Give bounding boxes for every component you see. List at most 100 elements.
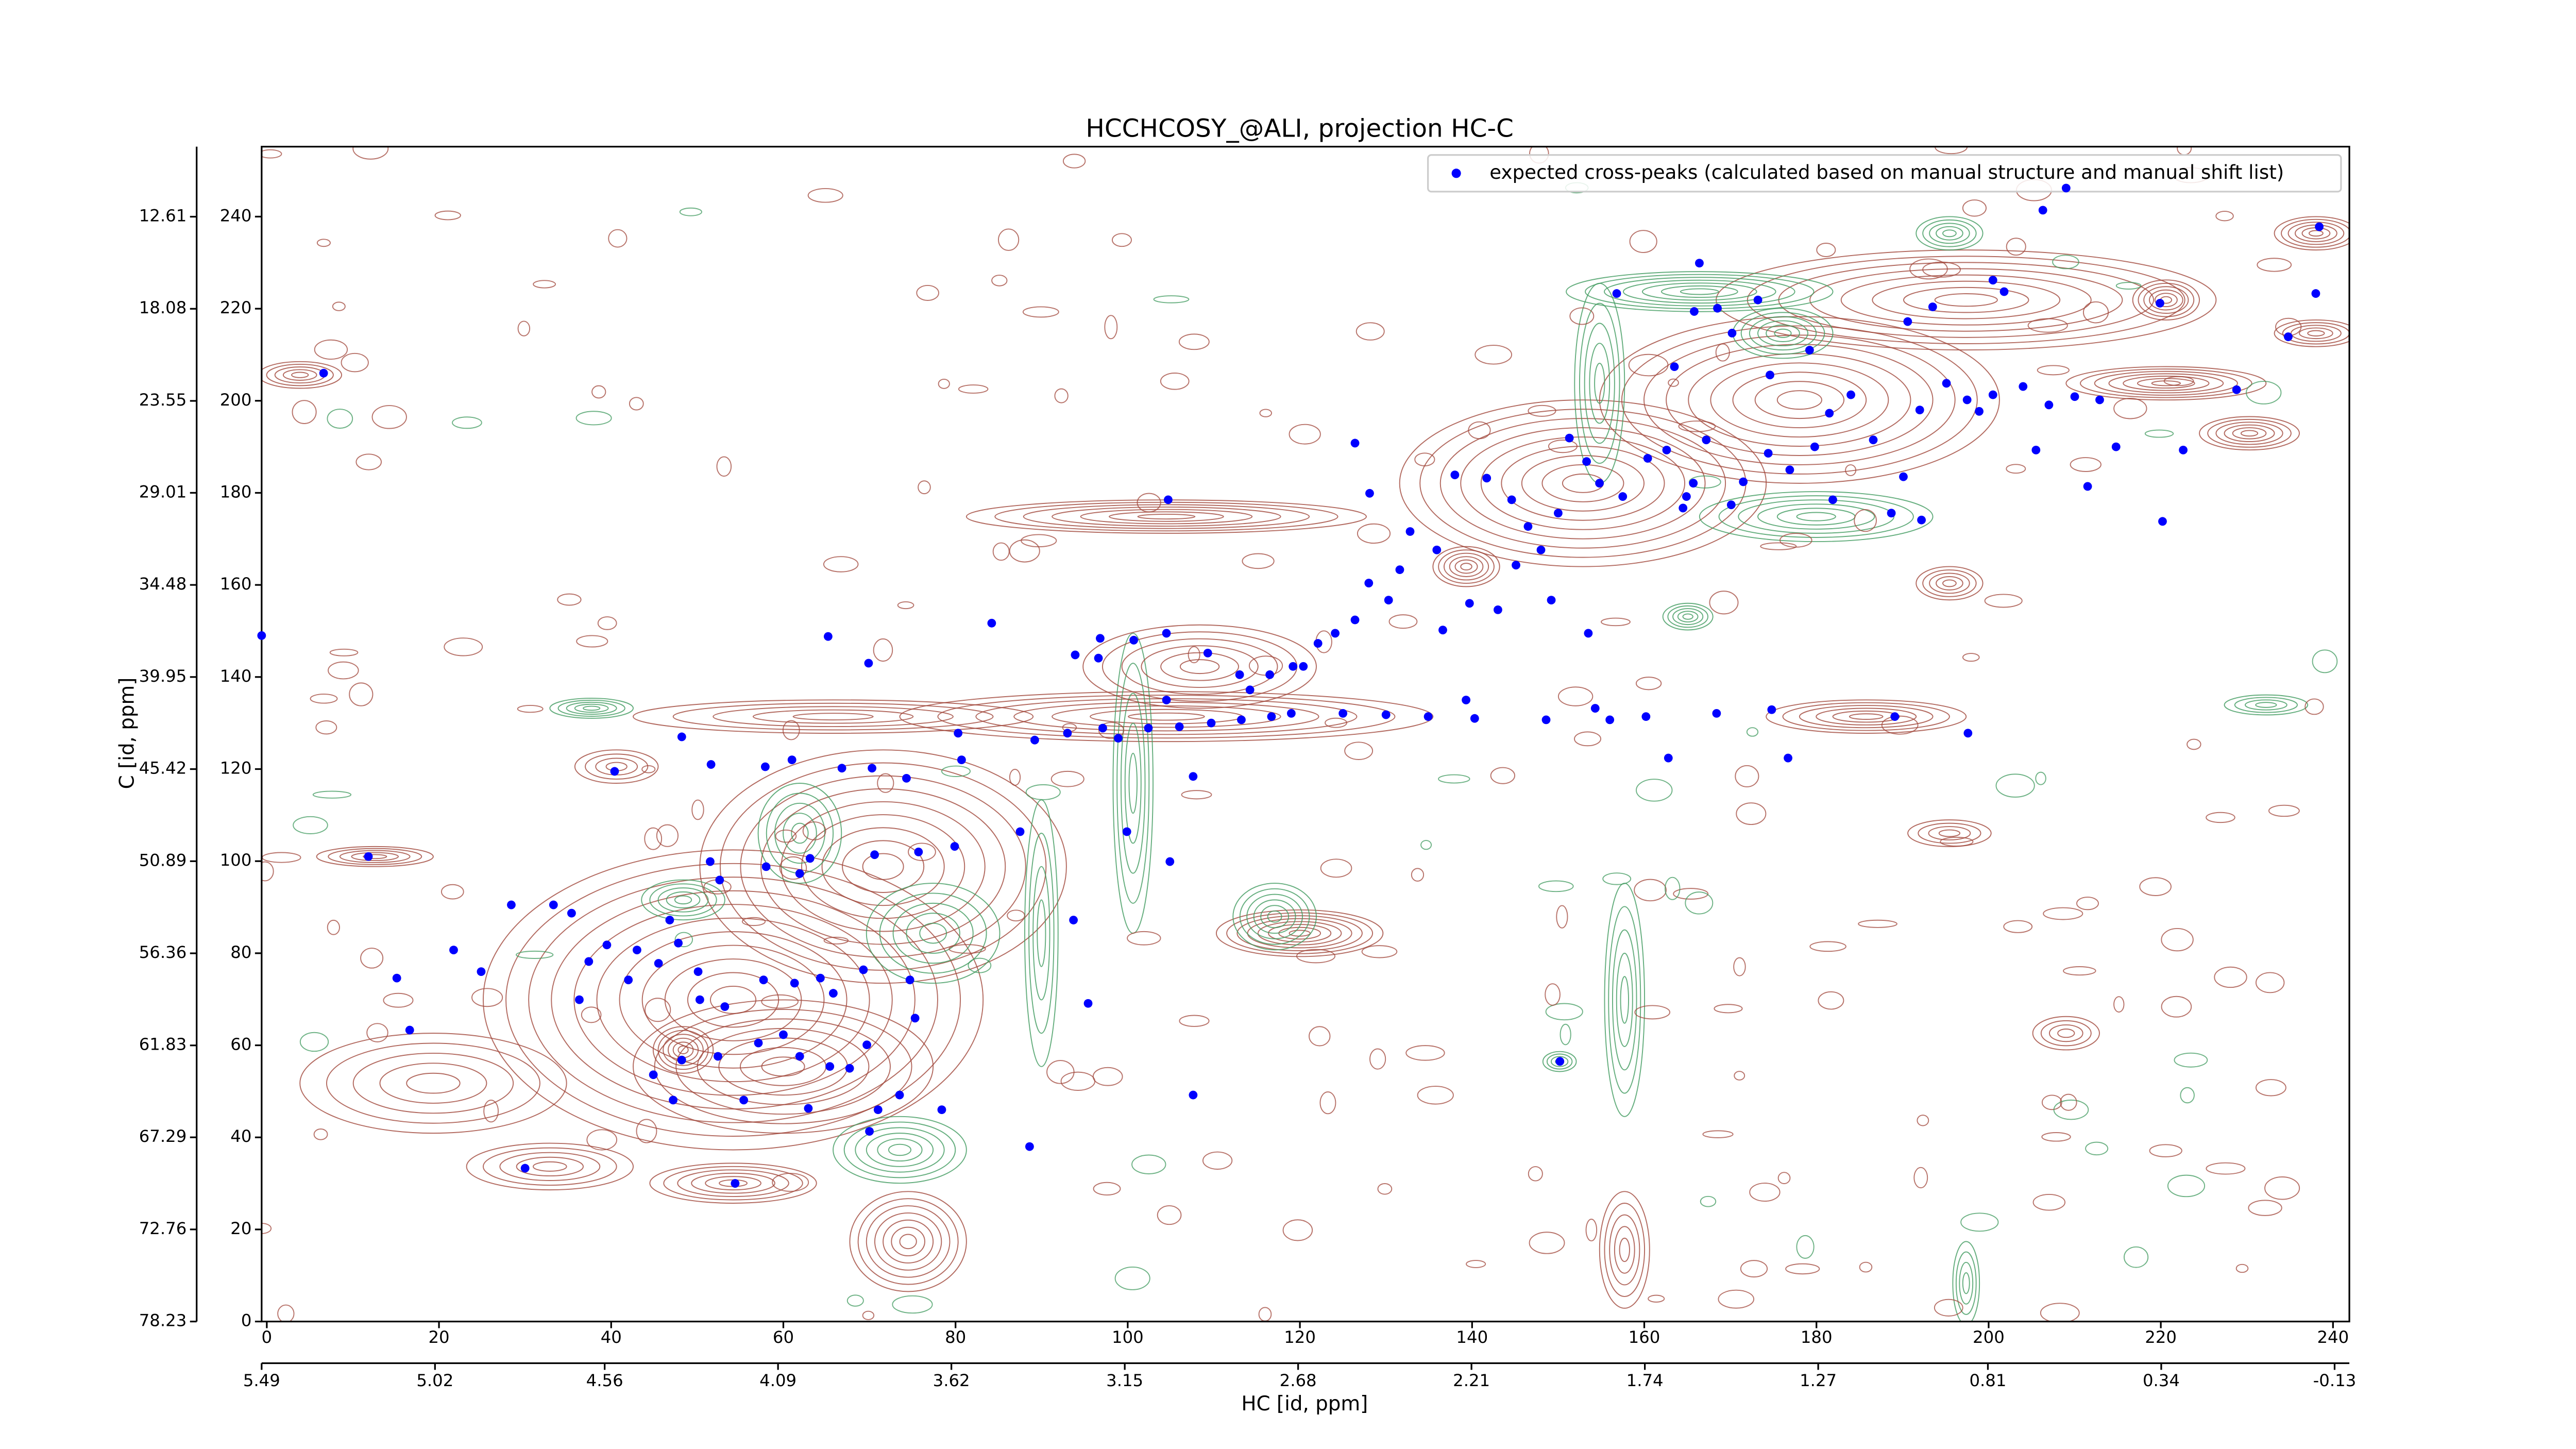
contour-line — [1929, 223, 1970, 244]
cross-peak — [2311, 289, 2320, 298]
contour-line — [1995, 773, 2035, 798]
cross-peak — [1129, 635, 1138, 645]
cross-peak — [870, 850, 879, 860]
x2-tick-label: 5.49 — [243, 1371, 280, 1390]
cross-peak — [2095, 395, 2104, 405]
contour-line — [654, 1008, 912, 1124]
cross-peak — [1689, 479, 1698, 488]
cross-peak — [795, 869, 804, 878]
contour-line — [1609, 1214, 1640, 1286]
contour-line — [1918, 822, 1981, 844]
contour-line — [1120, 693, 1146, 874]
contour-line — [1774, 328, 1792, 338]
contour-line — [1599, 1191, 1650, 1309]
contour-line — [1913, 1167, 1928, 1189]
contour-line — [1718, 495, 1914, 538]
contour-line — [326, 1042, 540, 1124]
cross-peak — [1162, 629, 1171, 638]
contour-line — [1052, 705, 1281, 728]
contour-line — [1320, 858, 1352, 878]
contour-line — [581, 1006, 602, 1023]
cross-peak — [2061, 183, 2071, 193]
contour-line — [1584, 323, 1615, 444]
cross-peak — [1727, 329, 1737, 338]
cross-peak — [1482, 474, 1492, 483]
cross-peak — [1869, 435, 1878, 445]
contour-line — [691, 799, 704, 820]
contour-line — [740, 775, 1026, 958]
cross-peak — [1069, 916, 1078, 924]
contour-line — [677, 1169, 789, 1198]
contour-line — [2032, 1016, 2100, 1051]
y-tick-label: 180 — [220, 482, 252, 501]
contour-line — [1594, 363, 1605, 404]
contour-line — [2123, 375, 2210, 391]
contour-line — [1080, 509, 1253, 525]
cross-peak — [1438, 626, 1447, 635]
cross-peak — [902, 773, 911, 783]
contour-line — [1268, 924, 1332, 943]
cross-peak — [790, 979, 799, 988]
cross-peak — [954, 729, 963, 738]
contour-line — [1109, 511, 1224, 522]
y-tick-label: 20 — [230, 1219, 251, 1238]
contour-line — [1678, 420, 1716, 432]
y2-tick-label: 72.76 — [139, 1219, 187, 1238]
cross-peak — [1203, 648, 1212, 658]
cross-peak — [1785, 465, 1794, 475]
contour-line — [1325, 717, 1347, 728]
cross-peak — [823, 632, 833, 641]
contour-line — [1124, 722, 1142, 844]
y2-tick-label: 23.55 — [139, 390, 187, 410]
x-tick-label: 60 — [773, 1327, 794, 1347]
cross-peak — [1083, 999, 1093, 1008]
contour-line — [1903, 287, 2029, 313]
cross-peak — [1096, 634, 1105, 643]
cross-peak — [1975, 407, 1984, 416]
contour-line — [1556, 905, 1568, 929]
contour-line — [379, 1063, 487, 1104]
contour-line — [1688, 353, 1911, 447]
contour-line — [1569, 307, 1595, 325]
contour-line — [573, 904, 893, 1096]
y-tick-label: 240 — [220, 206, 252, 225]
cross-peak — [914, 847, 923, 856]
contour-line — [1710, 362, 1889, 438]
contour-line — [1604, 1203, 1646, 1298]
x2-tick-label: 0.81 — [1969, 1371, 2006, 1390]
contour-line — [1922, 261, 1961, 278]
contour-line — [1700, 1195, 1717, 1207]
contour-line — [1962, 653, 1980, 662]
cross-peak — [1144, 723, 1153, 733]
contour-line — [1616, 952, 1633, 1047]
cross-peak — [1890, 712, 1900, 721]
cross-peak — [1988, 390, 1997, 399]
contour-line — [1809, 268, 2123, 332]
contour-line — [866, 1133, 934, 1167]
contour-line — [862, 1310, 875, 1320]
contour-line — [1816, 243, 1836, 257]
contour-line — [2274, 319, 2350, 347]
contour-line — [1635, 677, 1662, 690]
contour-line — [313, 1128, 328, 1140]
y-tick-label: 200 — [220, 390, 252, 410]
contour-line — [597, 616, 617, 630]
contour-line — [332, 301, 346, 311]
cross-peak — [1679, 503, 1688, 513]
contour-line — [528, 877, 938, 1123]
cross-peak — [2156, 298, 2164, 308]
contour-line — [1028, 833, 1055, 1034]
cross-peak — [610, 767, 619, 776]
contour-line — [1749, 1183, 1781, 1202]
cross-peak — [1395, 565, 1404, 575]
contour-line — [997, 228, 1020, 251]
contour-line — [1432, 546, 1500, 587]
contour-line — [596, 917, 870, 1083]
contour-line — [1733, 957, 1746, 976]
contour-line — [282, 369, 317, 381]
contour-line — [1680, 288, 1719, 295]
contour-line — [846, 1294, 864, 1307]
contour-line — [1545, 983, 1561, 1006]
contour-line — [327, 409, 353, 429]
y-tick-label: 100 — [220, 850, 252, 870]
